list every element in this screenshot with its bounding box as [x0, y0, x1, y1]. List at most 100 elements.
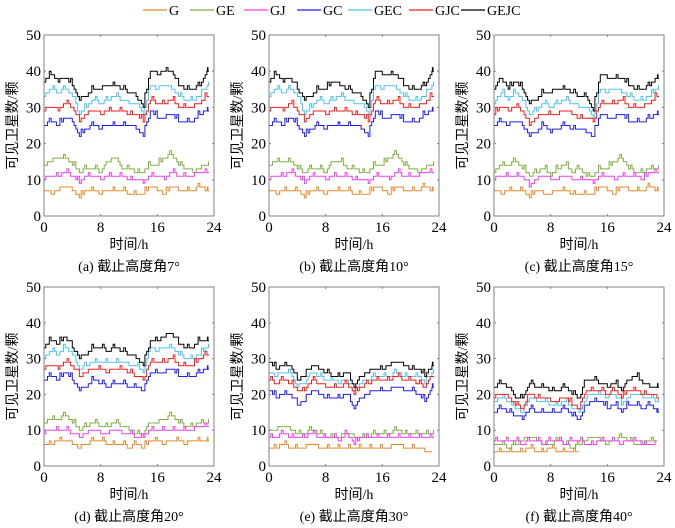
y-tick-label: 30	[26, 100, 41, 116]
y-axis-label: 可见卫星数/颗	[230, 333, 246, 421]
series-line-gjc	[269, 372, 434, 395]
series-line-gjc	[494, 92, 659, 126]
y-tick-label: 40	[251, 64, 266, 80]
x-tick-label: 16	[600, 220, 616, 236]
y-tick-label: 10	[26, 423, 41, 439]
panel-a: 0 10 20 30 40 50 0 8 16 24 时间/h 可见卫星数/颗 (a) 截止高度角7°	[5, 28, 222, 275]
x-axis-label: 时间/h	[560, 487, 599, 503]
y-tick-label: 20	[251, 387, 266, 403]
panel-e: 0 10 20 30 40 50 0 8 16 24 时间/h 可见卫星数/颗 (e) 截止高度角30°	[230, 280, 447, 525]
legend-label: GJ	[270, 4, 286, 19]
legend-item-gc: GC	[297, 4, 342, 19]
series-line-g	[44, 436, 209, 449]
y-tick-label: 20	[26, 137, 41, 153]
legend-label: GC	[323, 4, 342, 19]
axes-box	[43, 34, 215, 217]
panel-caption: (f) 截止高度角40°	[525, 508, 632, 525]
series-line-g	[44, 182, 209, 199]
y-tick-label: 10	[251, 173, 266, 189]
series-line-gec	[269, 81, 434, 116]
y-tick-label: 10	[476, 423, 491, 439]
panel-caption: (c) 截止高度角15°	[525, 258, 634, 275]
x-tick-label: 0	[265, 470, 273, 486]
axes-box	[493, 34, 665, 217]
x-tick-label: 16	[375, 220, 391, 236]
legend-label: GEJC	[487, 4, 520, 19]
y-tick-label: 50	[26, 28, 41, 44]
y-tick-label: 30	[476, 100, 491, 116]
series-line-gj	[44, 422, 209, 438]
y-tick-label: 0	[259, 209, 267, 225]
series-line-gejc	[494, 74, 659, 112]
y-tick-label: 0	[34, 459, 42, 475]
y-tick-label: 20	[251, 137, 266, 153]
series-line-g	[494, 444, 579, 453]
legend-item-gj: GJ	[244, 4, 286, 19]
series-line-gj	[494, 168, 659, 188]
legend-item-gec: GEC	[348, 4, 402, 19]
x-axis-label: 时间/h	[110, 237, 149, 253]
series-line-gejc	[269, 67, 434, 108]
y-axis-label: 可见卫星数/颗	[230, 82, 246, 170]
x-tick-label: 24	[432, 470, 448, 486]
series-line-gc	[44, 106, 209, 137]
x-tick-label: 24	[657, 220, 673, 236]
y-tick-label: 40	[26, 64, 41, 80]
legend-label: GEC	[374, 4, 402, 19]
series-line-gj	[269, 429, 434, 445]
x-axis-label: 时间/h	[110, 487, 149, 503]
y-tick-label: 0	[484, 459, 492, 475]
panel-caption: (a) 截止高度角7°	[78, 258, 180, 275]
y-tick-label: 50	[476, 28, 491, 44]
y-axis-label: 可见卫星数/颗	[5, 333, 21, 421]
legend: G GE GJ GC GEC GJC GEJC	[143, 4, 520, 19]
panel-caption: (b) 截止高度角10°	[299, 258, 408, 275]
series-line-gjc	[494, 386, 659, 410]
series-line-gj	[44, 168, 209, 184]
series-line-gejc	[44, 333, 209, 367]
axes-box	[268, 34, 440, 217]
panel-c: 0 10 20 30 40 50 0 8 16 24 时间/h 可见卫星数/颗 (c) 截止高度角15°	[455, 28, 672, 275]
y-tick-label: 30	[251, 100, 266, 116]
series-line-gc	[44, 365, 209, 392]
y-tick-label: 30	[251, 352, 266, 368]
panels: 0 10 20 30 40 50 0 8 16 24 时间/h 可见卫星数/颗 (a) 截止高度角7° 0…	[5, 28, 672, 525]
y-tick-label: 0	[34, 209, 42, 225]
x-tick-label: 24	[657, 470, 673, 486]
series-line-ge	[269, 150, 434, 174]
x-tick-label: 0	[490, 470, 498, 486]
series-line-gec	[44, 343, 209, 374]
axes-box	[493, 286, 665, 467]
axes-box	[268, 286, 440, 467]
x-tick-label: 0	[40, 470, 48, 486]
y-tick-label: 50	[476, 280, 491, 296]
x-tick-label: 8	[547, 220, 555, 236]
series-line-gj	[269, 168, 434, 184]
legend-item-gejc: GEJC	[461, 4, 520, 19]
x-axis-label: 时间/h	[335, 487, 374, 503]
y-tick-label: 30	[26, 352, 41, 368]
x-tick-label: 16	[150, 220, 166, 236]
series-line-gejc	[44, 67, 209, 108]
series-line-gj	[494, 436, 657, 445]
y-tick-label: 50	[26, 280, 41, 296]
y-tick-label: 40	[476, 64, 491, 80]
series-line-ge	[44, 411, 209, 435]
x-tick-label: 16	[150, 470, 166, 486]
y-tick-label: 10	[476, 173, 491, 189]
x-tick-label: 8	[322, 220, 330, 236]
x-tick-label: 16	[600, 470, 616, 486]
x-tick-label: 24	[207, 470, 223, 486]
x-tick-label: 0	[490, 220, 498, 236]
y-tick-label: 0	[259, 459, 267, 475]
series-line-gc	[494, 397, 659, 420]
y-axis-label: 可见卫星数/颗	[5, 82, 21, 170]
x-tick-label: 8	[97, 220, 105, 236]
x-axis-label: 时间/h	[560, 237, 599, 253]
y-tick-label: 40	[476, 316, 491, 332]
series-line-gejc	[269, 361, 434, 388]
y-tick-label: 50	[251, 28, 266, 44]
y-axis-label: 可见卫星数/颗	[455, 82, 471, 170]
y-tick-label: 20	[26, 387, 41, 403]
